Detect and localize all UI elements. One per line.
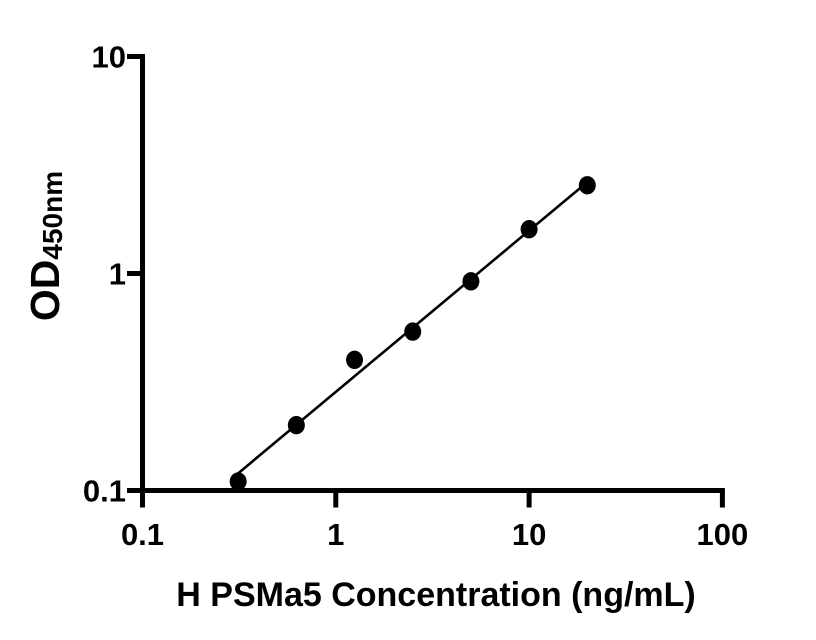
data-point: [346, 350, 364, 370]
y-axis-title-sub: 450nm: [37, 171, 68, 260]
y-axis-title: OD450nm: [22, 171, 68, 321]
y-tick-label: 0.1: [83, 474, 126, 509]
x-tick-label: 10: [512, 517, 546, 552]
y-axis-title-main: OD: [22, 260, 68, 322]
x-axis-title: H PSMa5 Concentration (ng/mL): [176, 576, 695, 614]
x-tick-label: 0.1: [121, 517, 164, 552]
data-point: [287, 415, 305, 435]
data-point: [578, 176, 596, 195]
data-point: [520, 220, 538, 239]
x-tick-label: 1: [327, 517, 344, 552]
y-tick-label: 1: [109, 257, 126, 292]
data-point: [462, 272, 480, 291]
x-tick-label: 100: [697, 517, 749, 552]
y-tick-label: 10: [92, 40, 126, 75]
data-point: [404, 322, 422, 341]
plot-area: 0.1 1 10 0.1 1 10 100: [83, 40, 748, 553]
data-point: [229, 472, 247, 491]
